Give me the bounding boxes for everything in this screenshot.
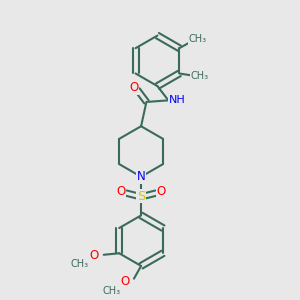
Text: S: S <box>137 190 145 202</box>
Text: CH₃: CH₃ <box>71 259 89 269</box>
Text: O: O <box>129 81 139 94</box>
Text: O: O <box>157 185 166 198</box>
Text: NH: NH <box>169 95 185 105</box>
Text: N: N <box>137 170 146 183</box>
Text: CH₃: CH₃ <box>189 34 207 44</box>
Text: CH₃: CH₃ <box>190 71 208 81</box>
Text: O: O <box>120 275 129 288</box>
Text: CH₃: CH₃ <box>102 286 120 296</box>
Text: O: O <box>116 185 125 198</box>
Text: O: O <box>89 249 98 262</box>
